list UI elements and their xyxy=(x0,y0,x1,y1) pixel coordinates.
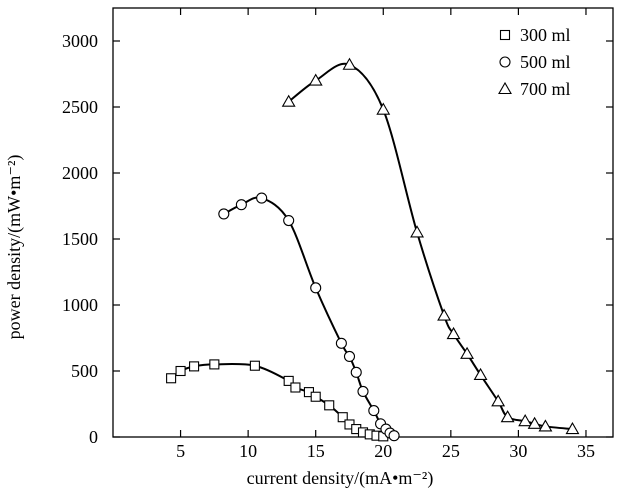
data-point-300-ml xyxy=(166,373,177,384)
series-line-500-ml xyxy=(223,196,395,437)
data-point-700-ml xyxy=(527,416,542,429)
data-point-700-ml xyxy=(308,73,323,86)
axes: 5 10 15 20 25 30 35 0 500 1000 1500 2000 2500 3000 xyxy=(62,7,614,461)
data-point-500-ml xyxy=(357,385,369,398)
data-point-700-ml xyxy=(410,225,425,238)
x-tick-label: 5 xyxy=(176,441,185,461)
data-point-500-ml xyxy=(218,208,230,220)
data-point-700-ml xyxy=(565,421,580,435)
data-point-700-ml xyxy=(446,326,461,340)
data-markers xyxy=(166,57,580,442)
y-tick-label: 0 xyxy=(89,427,98,447)
data-point-300-ml xyxy=(175,365,186,377)
data-point-300-ml xyxy=(249,360,260,371)
y-tick-label: 2000 xyxy=(62,163,98,183)
y-tick-label: 1500 xyxy=(62,229,98,249)
y-tick-label: 1000 xyxy=(62,295,98,315)
data-point-700-ml xyxy=(376,102,391,115)
y-tick-label: 3000 xyxy=(62,31,98,51)
legend: 300 ml 500 ml 700 ml xyxy=(498,25,571,99)
legend-marker xyxy=(498,81,512,95)
data-point-300-ml xyxy=(283,375,294,386)
data-point-500-ml xyxy=(256,192,268,204)
data-point-500-ml xyxy=(235,199,247,211)
data-point-700-ml xyxy=(500,410,515,423)
data-point-500-ml xyxy=(310,282,322,294)
data-point-300-ml xyxy=(310,391,321,402)
data-point-300-ml xyxy=(324,400,335,411)
fitted-curves xyxy=(170,62,573,438)
legend-marker xyxy=(499,29,511,41)
data-point-700-ml xyxy=(518,414,533,427)
data-point-500-ml xyxy=(343,350,356,363)
y-tick-label: 500 xyxy=(71,361,98,381)
y-tick-label: 2500 xyxy=(62,97,98,117)
data-point-300-ml xyxy=(337,412,348,423)
data-point-700-ml xyxy=(473,367,488,381)
data-point-700-ml xyxy=(281,94,296,107)
x-axis-label: current density/(mA•m⁻²) xyxy=(247,468,434,489)
data-point-500-ml xyxy=(283,214,295,227)
data-point-300-ml xyxy=(189,361,200,372)
data-point-700-ml xyxy=(342,57,357,70)
x-tick-label: 15 xyxy=(307,441,325,461)
x-tick-label: 35 xyxy=(577,441,595,461)
data-point-700-ml xyxy=(437,308,452,321)
x-tick-label: 30 xyxy=(509,441,527,461)
data-point-700-ml xyxy=(538,419,553,432)
legend-label: 700 ml xyxy=(520,79,571,99)
data-point-500-ml xyxy=(335,337,347,349)
series-line-700-ml xyxy=(288,62,573,431)
data-point-700-ml xyxy=(460,346,475,359)
x-tick-label: 25 xyxy=(442,441,460,461)
x-tick-label: 10 xyxy=(239,441,257,461)
data-point-500-ml xyxy=(368,405,380,417)
legend-label: 300 ml xyxy=(520,25,571,45)
legend-label: 500 ml xyxy=(520,52,571,72)
data-point-300-ml xyxy=(209,359,220,370)
data-point-300-ml xyxy=(290,382,301,393)
plot-frame xyxy=(112,7,614,438)
legend-marker xyxy=(499,56,511,68)
data-point-700-ml xyxy=(491,394,506,407)
x-tick-label: 20 xyxy=(374,441,392,461)
data-point-500-ml xyxy=(388,430,400,442)
data-point-500-ml xyxy=(350,366,362,378)
y-axis-label: power density/(mW•m⁻²) xyxy=(4,155,25,340)
